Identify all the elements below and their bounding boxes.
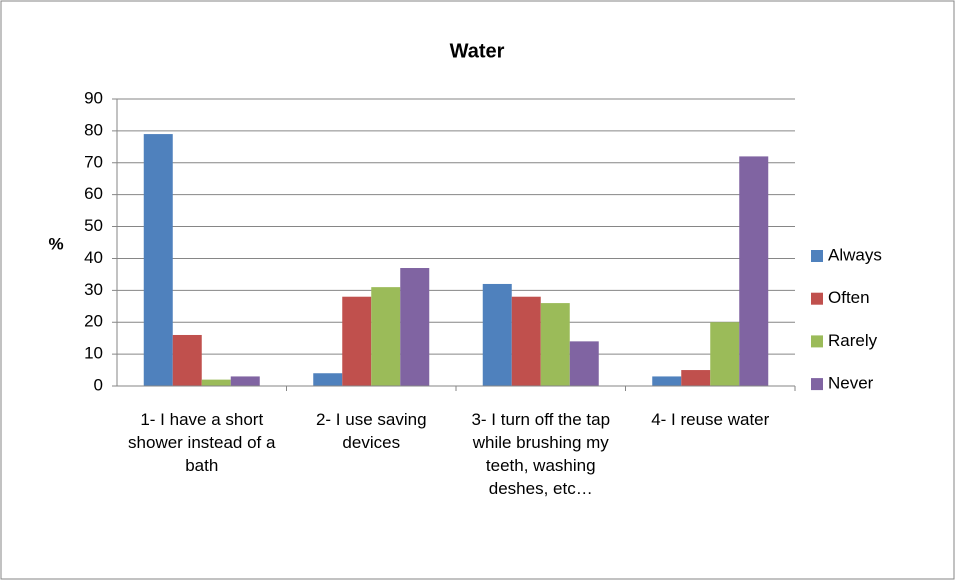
bar <box>540 303 570 386</box>
legend-swatch <box>811 335 823 348</box>
y-tick-label: 80 <box>84 120 103 139</box>
legend-swatch <box>811 250 823 262</box>
bar <box>569 341 599 386</box>
y-tick-label: 40 <box>84 248 103 267</box>
legend-label: Never <box>828 374 874 393</box>
bar <box>143 134 173 386</box>
y-tick-label: 60 <box>84 184 103 203</box>
bar <box>652 376 682 386</box>
x-tick-label: 1- I have a short shower instead of a ba… <box>128 410 276 475</box>
chart-title: Water <box>450 40 505 62</box>
y-tick-label: 30 <box>84 280 103 299</box>
bar <box>342 296 372 386</box>
bar <box>482 283 512 386</box>
y-tick-label: 20 <box>84 312 103 331</box>
y-tick-label: 50 <box>84 216 103 235</box>
bar <box>511 296 541 386</box>
x-tick-label: 4- I reuse water <box>651 410 770 429</box>
bar <box>201 379 231 386</box>
x-tick-label: 2- I use saving devices <box>315 410 427 452</box>
bar <box>230 376 260 386</box>
legend-label: Often <box>828 288 870 307</box>
y-tick-label: 70 <box>84 152 103 171</box>
bar <box>739 156 769 386</box>
legend-label: Rarely <box>828 331 878 350</box>
x-tick-label: 3- I turn off the tap while brushing my … <box>471 410 611 498</box>
y-axis-label: % <box>48 234 63 253</box>
bar <box>400 268 430 386</box>
bar <box>710 322 740 386</box>
bar <box>172 334 202 386</box>
legend-label: Always <box>828 245 882 264</box>
y-tick-label: 0 <box>94 375 103 394</box>
bar <box>371 287 401 386</box>
legend-swatch <box>811 292 823 305</box>
y-tick-label: 10 <box>84 344 103 363</box>
bar <box>313 373 343 386</box>
bar <box>681 370 711 386</box>
y-tick-label: 90 <box>84 88 103 107</box>
legend-swatch <box>811 378 823 391</box>
